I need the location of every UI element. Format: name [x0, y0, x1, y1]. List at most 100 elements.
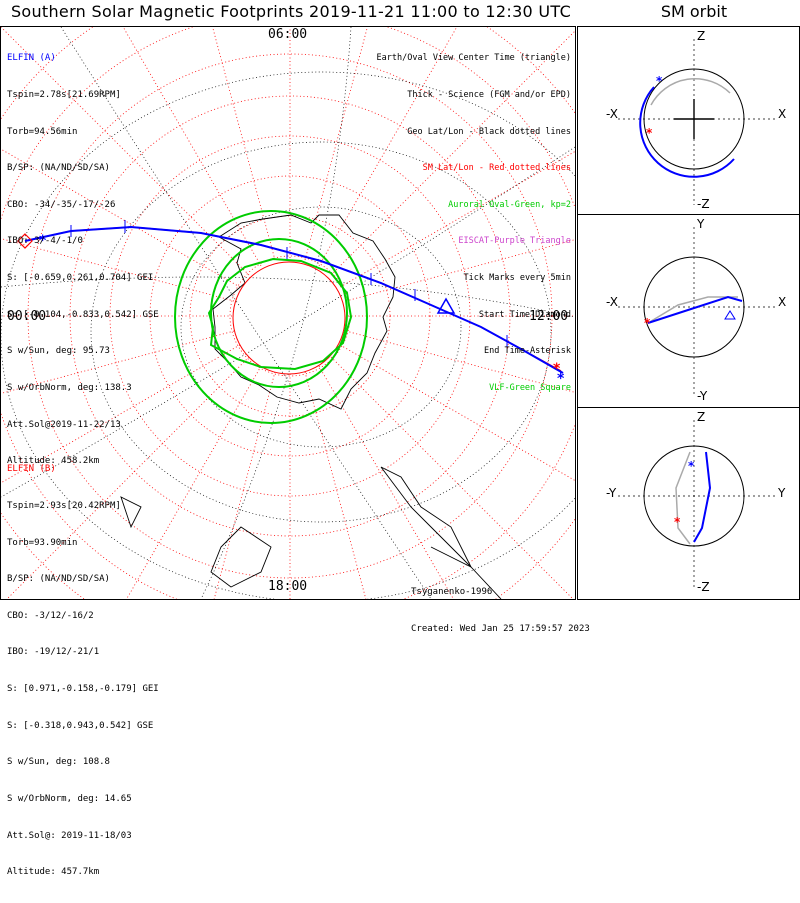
earth-circle	[643, 68, 745, 170]
elfin-b-line: S: [0.971,-0.158,-0.179] GEI	[7, 684, 159, 695]
elfin-b-line: Altitude: 457.7km	[7, 867, 100, 878]
elfin-b-info: ELFIN (B) Tspin=2.93s[20.42RPM] Torb=93.…	[7, 439, 159, 903]
sm-longitude-line	[213, 371, 276, 599]
start-asterisk: *	[39, 233, 47, 249]
legend-item: End Time-Asterisk	[484, 346, 571, 357]
sm-axis-right: X	[778, 295, 787, 309]
legend-item: Geo Lat/Lon - Black dotted lines	[407, 126, 571, 137]
sm-axis-top: Z	[697, 29, 706, 43]
sm-longitude-line	[1, 330, 235, 394]
orbit-marker-b: *	[644, 316, 651, 330]
sm-panel-xy-canvas: *	[618, 227, 778, 397]
sm-axis-left: -Y	[606, 486, 617, 500]
sm-longitude-line	[330, 30, 575, 276]
auroral-oval	[174, 210, 368, 424]
sm-axis-left: -X	[606, 295, 618, 309]
sm-axis-right: Y	[778, 486, 786, 500]
elfin-b-line: S: [-0.318,0.943,0.542] GSE	[7, 720, 154, 731]
sm-longitude-line	[122, 27, 262, 266]
sm-axis-top: Z	[697, 410, 706, 424]
credits-created: Created: Wed Jan 25 17:59:57 2023	[411, 624, 590, 635]
sm-longitude-line	[318, 366, 454, 599]
elfin-b-line: Tspin=2.93s[20.42RPM]	[7, 501, 121, 512]
orbit-marker-b: *	[646, 126, 653, 140]
earth-circle	[643, 256, 745, 358]
view-center-triangle	[436, 297, 456, 314]
antarctica-outline	[212, 214, 396, 410]
sm-longitude-line	[340, 344, 575, 482]
earth-circle	[643, 445, 745, 547]
legend-item: Start Time-Diamond	[478, 309, 571, 320]
footprint-map: * * * 06:00 00:00 12:00 18:00 ELFIN (A) …	[0, 26, 590, 877]
orbit-triangle	[724, 310, 736, 320]
elfin-a-line: Tspin=2.78s[21.69RPM]	[7, 90, 121, 101]
sm-axis-bottom: -Z	[697, 197, 710, 211]
orbit-marker-a: *	[688, 459, 695, 473]
sm-panel-xz-canvas: * *	[618, 39, 778, 205]
elfin-a-info: ELFIN (A) Tspin=2.78s[21.69RPM] Torb=94.…	[7, 28, 159, 492]
hour-label-bottom: 18:00	[268, 579, 308, 594]
elfin-a-line: Att.Sol@2019-11-22/13	[7, 419, 121, 430]
sm-longitude-line	[340, 150, 575, 288]
sm-longitude-line	[126, 366, 262, 599]
sm-axis-bottom: -Y	[697, 389, 708, 403]
elfin-a-line: S: [-0.659,0.261,0.704] GEI	[7, 273, 154, 284]
orbit-b	[650, 78, 731, 106]
end-asterisk-b: *	[553, 361, 561, 377]
sm-panel-yz: * * Z -Z -Y Y	[577, 407, 800, 600]
elfin-a-line: B/SP: (NA/ND/SD/SA)	[7, 163, 110, 174]
elfin-a-line: Torb=94.56min	[7, 126, 78, 137]
hour-label-left: 00:00	[7, 309, 47, 324]
elfin-a-line: S w/Sun, deg: 95.73	[7, 346, 110, 357]
credits-author: Tsyganenko-1996	[411, 587, 493, 598]
sm-panel-xz: * * Z -Z -X X	[577, 26, 800, 215]
new-zealand-outline	[120, 496, 142, 529]
elfin-b-line: Torb=93.90min	[7, 537, 78, 548]
sm-longitude-line	[345, 239, 575, 302]
sm-axis-right: X	[778, 107, 787, 121]
elfin-a-header: ELFIN (A)	[7, 53, 56, 64]
sm-inner-circle	[232, 261, 346, 375]
sm-longitude-line	[345, 330, 575, 393]
sm-axis-top: Y	[697, 217, 705, 231]
hour-label-right: 12:00	[529, 309, 569, 324]
elfin-b-line: Att.Sol@: 2019-11-18/03	[7, 830, 132, 841]
geo-grid	[1, 27, 575, 599]
sm-panel-yz-canvas: * *	[618, 420, 778, 588]
orbit-a	[693, 451, 712, 543]
legend-item: EISCAT-Purple Triangle	[458, 236, 571, 247]
legend: Earth/Oval View Center Time (triangle) T…	[377, 28, 571, 419]
sm-longitude-line	[330, 356, 574, 599]
footprint-map-canvas: * * *	[1, 27, 575, 599]
end-asterisk-a: *	[557, 371, 565, 387]
elfin-a-line: S: [-0.104,-0.833,0.542] GSE	[7, 309, 159, 320]
sm-longitude-lines	[1, 27, 575, 599]
elfin-a-line: CBO: -34/-35/-17/-26	[7, 199, 116, 210]
sm-longitude-line	[6, 356, 250, 599]
sm-longitude-line	[304, 371, 367, 599]
track-tick-marks	[70, 220, 508, 347]
sm-longitude-line	[1, 27, 250, 276]
credits: Tsyganenko-1996 Created: Wed Jan 25 17:5…	[411, 562, 590, 660]
sm-longitude-line	[1, 238, 235, 302]
elfin-a-line: IBO: 3/-4/-1/0	[7, 236, 83, 247]
australia-outline	[210, 526, 272, 588]
legend-item: SM Lat/Lon - Red dotted lines	[422, 163, 571, 174]
legend-item: Tick Marks every 5min	[463, 273, 571, 284]
legend-item: Thick - Science (FGM and/or EPD)	[407, 90, 571, 101]
elfin-b-line: B/SP: (NA/ND/SD/SA)	[7, 574, 110, 585]
elfin-b-line: S w/OrbNorm, deg: 14.65	[7, 793, 132, 804]
elfin-b-line: CBO: -3/12/-16/2	[7, 610, 94, 621]
sm-axis-left: -X	[606, 107, 618, 121]
orbit-b	[675, 451, 691, 545]
legend-item: Auroral Oval-Green, kp=2	[448, 199, 571, 210]
elfin-a-track	[24, 225, 564, 374]
sm-longitude-line	[212, 27, 276, 261]
elfin-a-line: S w/OrbNorm, deg: 138.3	[7, 382, 132, 393]
start-diamond	[17, 233, 33, 249]
sm-axis-bottom: -Z	[697, 580, 710, 594]
sm-longitude-line	[304, 27, 368, 261]
hour-label-top: 06:00	[268, 27, 308, 42]
elfin-a-line: Altitude: 458.2km	[7, 456, 100, 467]
sm-longitude-line	[318, 27, 458, 266]
